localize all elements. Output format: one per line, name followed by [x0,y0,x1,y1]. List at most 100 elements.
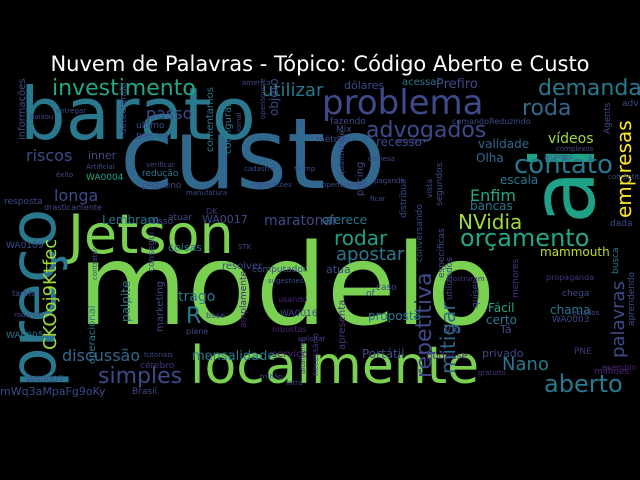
cloud-word-apresenta: apresenta [337,299,348,350]
cloud-word-pne: PNE [574,347,592,357]
cloud-word-atua: atua [326,263,351,276]
cloud-word-trilhao: trilhão [260,373,283,381]
cloud-word-segundos: segundos [435,162,445,206]
cloud-word-pricing: pricing [355,161,366,196]
cloud-word-altamente: altamente [299,338,307,374]
cloud-word-jornal: jornal [235,112,243,132]
cloud-word-brasil: Brasil [132,387,158,397]
cloud-word-recesso: recesso [376,135,422,149]
cloud-word-advogados: advogados [366,118,487,143]
cloud-word-longa: longa [54,186,99,205]
cloud-word-contratar: contratar [91,247,99,280]
cloud-word-riscos: riscos [26,146,73,165]
cloud-word-impressoes: impressões [252,181,292,189]
cloud-word-drasticamente: drasticamente [44,203,102,212]
cloud-word-r: R [186,304,202,329]
cloud-word-acessar: acessar [402,78,441,88]
cloud-word-detectando: detectando [119,82,129,134]
cloud-word-aberto: aberto [544,370,623,398]
cloud-word-comandoreduzindo: comandoReduzindo [452,117,531,126]
cloud-word-ultimo: ultimo [136,121,165,131]
cloud-word-consegui: consegui [147,231,157,272]
cloud-word-manufatura: manufatura [186,189,228,197]
cloud-word-adv: adv [622,99,639,109]
cloud-word-repetitiva: repetitiva [412,272,437,378]
cloud-word-tutoriais: tutoriais [144,351,173,359]
cloud-word-mix: Mix [336,125,352,135]
cloud-word-mwq3ampafg9oky: mWq3aMpaFg9oKy [0,385,106,398]
cloud-word-resolver: resolver [222,261,263,272]
cloud-word-baixou: baixou [30,113,54,121]
figure-title: Nuvem de Palavras - Tópico: Código Abert… [50,52,590,76]
cloud-word-barato: barato [20,78,256,156]
cloud-word-america: america [242,79,271,87]
cloud-word-dk: DK [206,207,218,216]
cloud-word-atuar: atuar [168,213,192,223]
cloud-word-proposta: proposta [368,309,421,323]
cloud-word-metodo: método [316,135,351,145]
cloud-word-portatil: Portátil [362,347,405,361]
cloud-word-artificial: Artificial [86,163,115,171]
cloud-word-exito: êxito [56,171,74,179]
cloud-word-wa0017: WA0017 [202,213,248,226]
cloud-word-tarefa: tarefa [12,289,36,298]
cloud-word-wa0109: WA0109 [6,241,44,251]
cloud-word-precisa: precisa [136,131,169,141]
cloud-word-disso: disso [150,217,174,227]
cloud-word-milhoes: milhões [594,367,630,377]
cloud-word-escala: escala [500,173,539,187]
cloud-word-propaganda: propaganda [546,273,595,282]
cloud-word-trump: trump [294,165,316,173]
cloud-word-orcamento: orçamento [460,224,590,252]
cloud-word-olha: Olha [476,151,504,165]
cloud-word-wa0003: WA0003 [552,315,590,325]
cloud-word-computador: computador [252,265,307,275]
cloud-word-custo: custo [120,98,386,212]
cloud-word-wa0016: WA0016 [280,309,318,319]
cloud-word-gratuito: gratuito [478,369,506,377]
cloud-word-servico: serviço [272,349,308,360]
cloud-word-coisas: coisas [168,241,203,254]
cloud-word-operacional: operacional [87,305,98,365]
cloud-word-resposta: resposta [4,197,43,207]
cloud-word-busca: busca [611,247,621,274]
cloud-word-conversando: conversando [415,204,425,262]
cloud-word-palavras: palavras [608,281,629,358]
cloud-word-chama: chama [550,303,591,317]
cloud-word-nvidia: NVidia [458,210,523,234]
cloud-word-prefiro: Prefiro [436,78,478,92]
cloud-word-mostraram: mostraram [446,275,485,283]
cloud-word-especificas: específicas [437,228,447,278]
cloud-word-simples: simples [98,364,183,389]
cloud-word-investimento: investimento [52,78,196,101]
cloud-word-fazendo: fazendo [330,117,366,127]
cloud-word-videos: vídeos [548,131,594,147]
cloud-word-inner: inner [88,149,117,162]
cloud-word-intra: intra [286,379,303,387]
cloud-word-mammouth: mammouth [540,245,610,259]
cloud-word-base: base [206,311,226,320]
cloud-word-comentamos: comentamos [205,87,216,152]
cloud-word-verificar: verificar [146,161,175,169]
cloud-word-mensalidade: mensalidade [192,349,276,364]
cloud-word-privado: privado [482,347,524,360]
cloud-word-certo: certo [486,313,517,327]
cloud-word-wa0005: WA0005 [6,331,44,341]
cloud-word-nano: Nano [502,354,549,375]
cloud-word-viu: Viu [444,323,462,336]
cloud-word-rodando: rodando [14,311,43,319]
cloud-word-plane: plane [186,327,209,336]
cloud-word-maratonar: maratonar [264,213,338,229]
cloud-word-agents: Agents [603,102,613,134]
cloud-word-ckooj9ktfec: CKOoj9Ktfec [40,238,61,350]
cloud-word-pagando: pagando [374,177,405,185]
cloud-word-ta: Tá [500,323,512,336]
cloud-word-cerebro: cérebro [140,361,175,371]
cloud-word-wa0004: WA0004 [86,173,124,183]
word-cloud: modelo custo barato ai localmente Jetson preço… [0,78,640,400]
cloud-word-chega: chega [562,289,590,299]
cloud-word-amplamente: amplamente [239,270,249,328]
cloud-word-ficar: ficar [370,195,386,203]
cloud-word-facil: Fácil [488,301,515,315]
